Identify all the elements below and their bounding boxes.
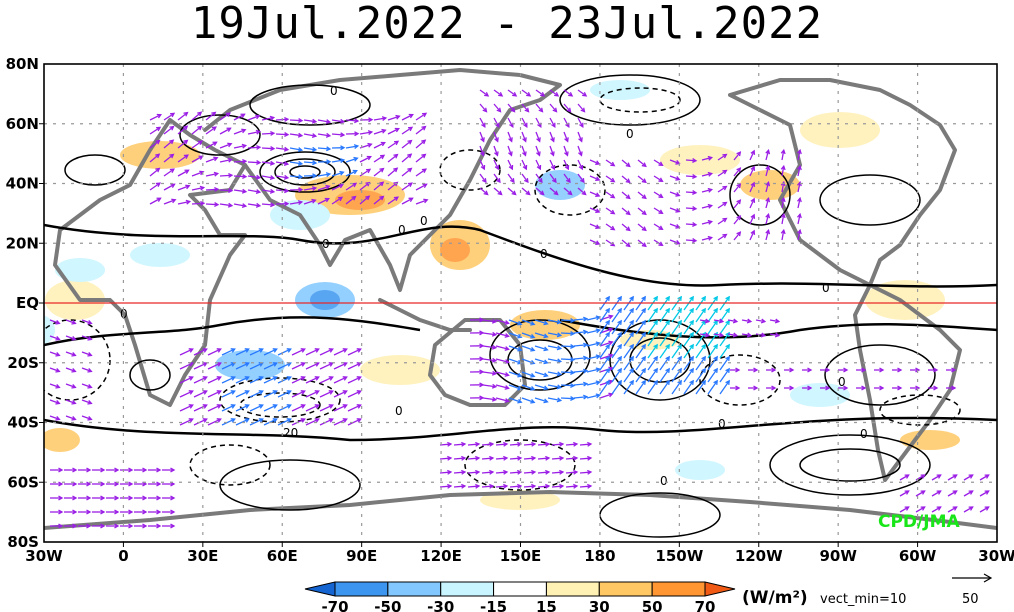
vector-min-label: vect_min=10 (820, 592, 907, 607)
lat-label: 60S (7, 473, 39, 491)
contour-label: 0 (420, 214, 428, 228)
grid-lines (44, 64, 997, 542)
lon-label: 120E (420, 547, 462, 565)
frame-ticks (39, 123, 919, 547)
contour-label: 0 (395, 404, 403, 418)
contour-label: 20 (283, 426, 298, 440)
reference-vector-value: 50 (962, 592, 979, 607)
lon-label: 180 (584, 547, 615, 565)
colorbar-label: 70 (695, 598, 716, 612)
shading-layer (44, 80, 960, 510)
colorbar-units: (W/m²) (742, 588, 808, 608)
colorbar-cell (545, 581, 600, 597)
lat-label: 60N (6, 115, 39, 133)
lat-label: 40N (6, 175, 39, 193)
lat-label: 20N (6, 234, 39, 252)
lon-label: 60W (899, 547, 937, 565)
lat-label: 20S (7, 354, 39, 372)
lon-label: 30W (25, 547, 63, 565)
lat-label: 80S (7, 533, 39, 551)
contour-label: 0 (718, 417, 726, 431)
contour-label: 0 (120, 307, 128, 321)
contours (44, 74, 997, 538)
contour-label: 0 (398, 223, 406, 237)
lon-label: 30W (978, 547, 1014, 565)
credit-label: CPD/JMA (878, 512, 960, 532)
colorbar-cell (387, 581, 442, 597)
lon-label: 60E (267, 547, 298, 565)
contour-label: 0 (660, 474, 668, 488)
flux-vectors (49, 89, 990, 529)
lon-label: 150E (500, 547, 542, 565)
colorbar-cell (651, 581, 706, 597)
colorbar-label: 15 (536, 598, 557, 612)
colorbar-label: -50 (374, 598, 401, 612)
contour-label: 0 (322, 237, 330, 251)
contour-label: 0 (860, 427, 868, 441)
lon-label: 120W (735, 547, 783, 565)
lon-label: 90W (819, 547, 857, 565)
longitude-labels: 30W 0 30E 60E 90E 120E 150E 180 150W 120W 90W 60W 30… (25, 547, 1014, 565)
colorbar-label: 50 (642, 598, 663, 612)
colorbar-cell (598, 581, 653, 597)
lat-label: EQ (16, 294, 39, 312)
lat-label: 80N (6, 55, 39, 73)
colorbar-cell (704, 581, 736, 597)
colorbar-cell (493, 581, 547, 597)
reference-vector (952, 573, 993, 583)
map-title: 19Jul.2022 - 23Jul.2022 (190, 0, 824, 49)
contour-labels: 0 0 0 0 0 0 0 0 0 0 0 0 0 20 (120, 84, 868, 488)
colorbar-label: -15 (480, 598, 507, 612)
contour-label: 0 (540, 247, 548, 261)
lon-label: 90E (346, 547, 377, 565)
lon-label: 0 (118, 547, 128, 565)
lon-label: 150W (655, 547, 703, 565)
contour-label: 0 (822, 281, 830, 295)
colorbar-label: -70 (321, 598, 348, 612)
lon-label: 30E (187, 547, 218, 565)
colorbar-label: 30 (589, 598, 610, 612)
colorbar-cell (440, 581, 495, 597)
colorbar: -70 -50 -30 -15 15 30 50 70 (304, 581, 736, 612)
latitude-labels: 80N 60N 40N 20N EQ 20S 40S 60S 80S (6, 55, 39, 551)
lat-label: 40S (7, 414, 39, 432)
colorbar-label: -30 (427, 598, 454, 612)
contour-label: 0 (626, 127, 634, 141)
coastlines (44, 68, 997, 530)
colorbar-cell (304, 581, 336, 597)
colorbar-cell (334, 581, 389, 597)
contour-label: 0 (330, 84, 338, 98)
contour-label: 0 (838, 375, 846, 389)
